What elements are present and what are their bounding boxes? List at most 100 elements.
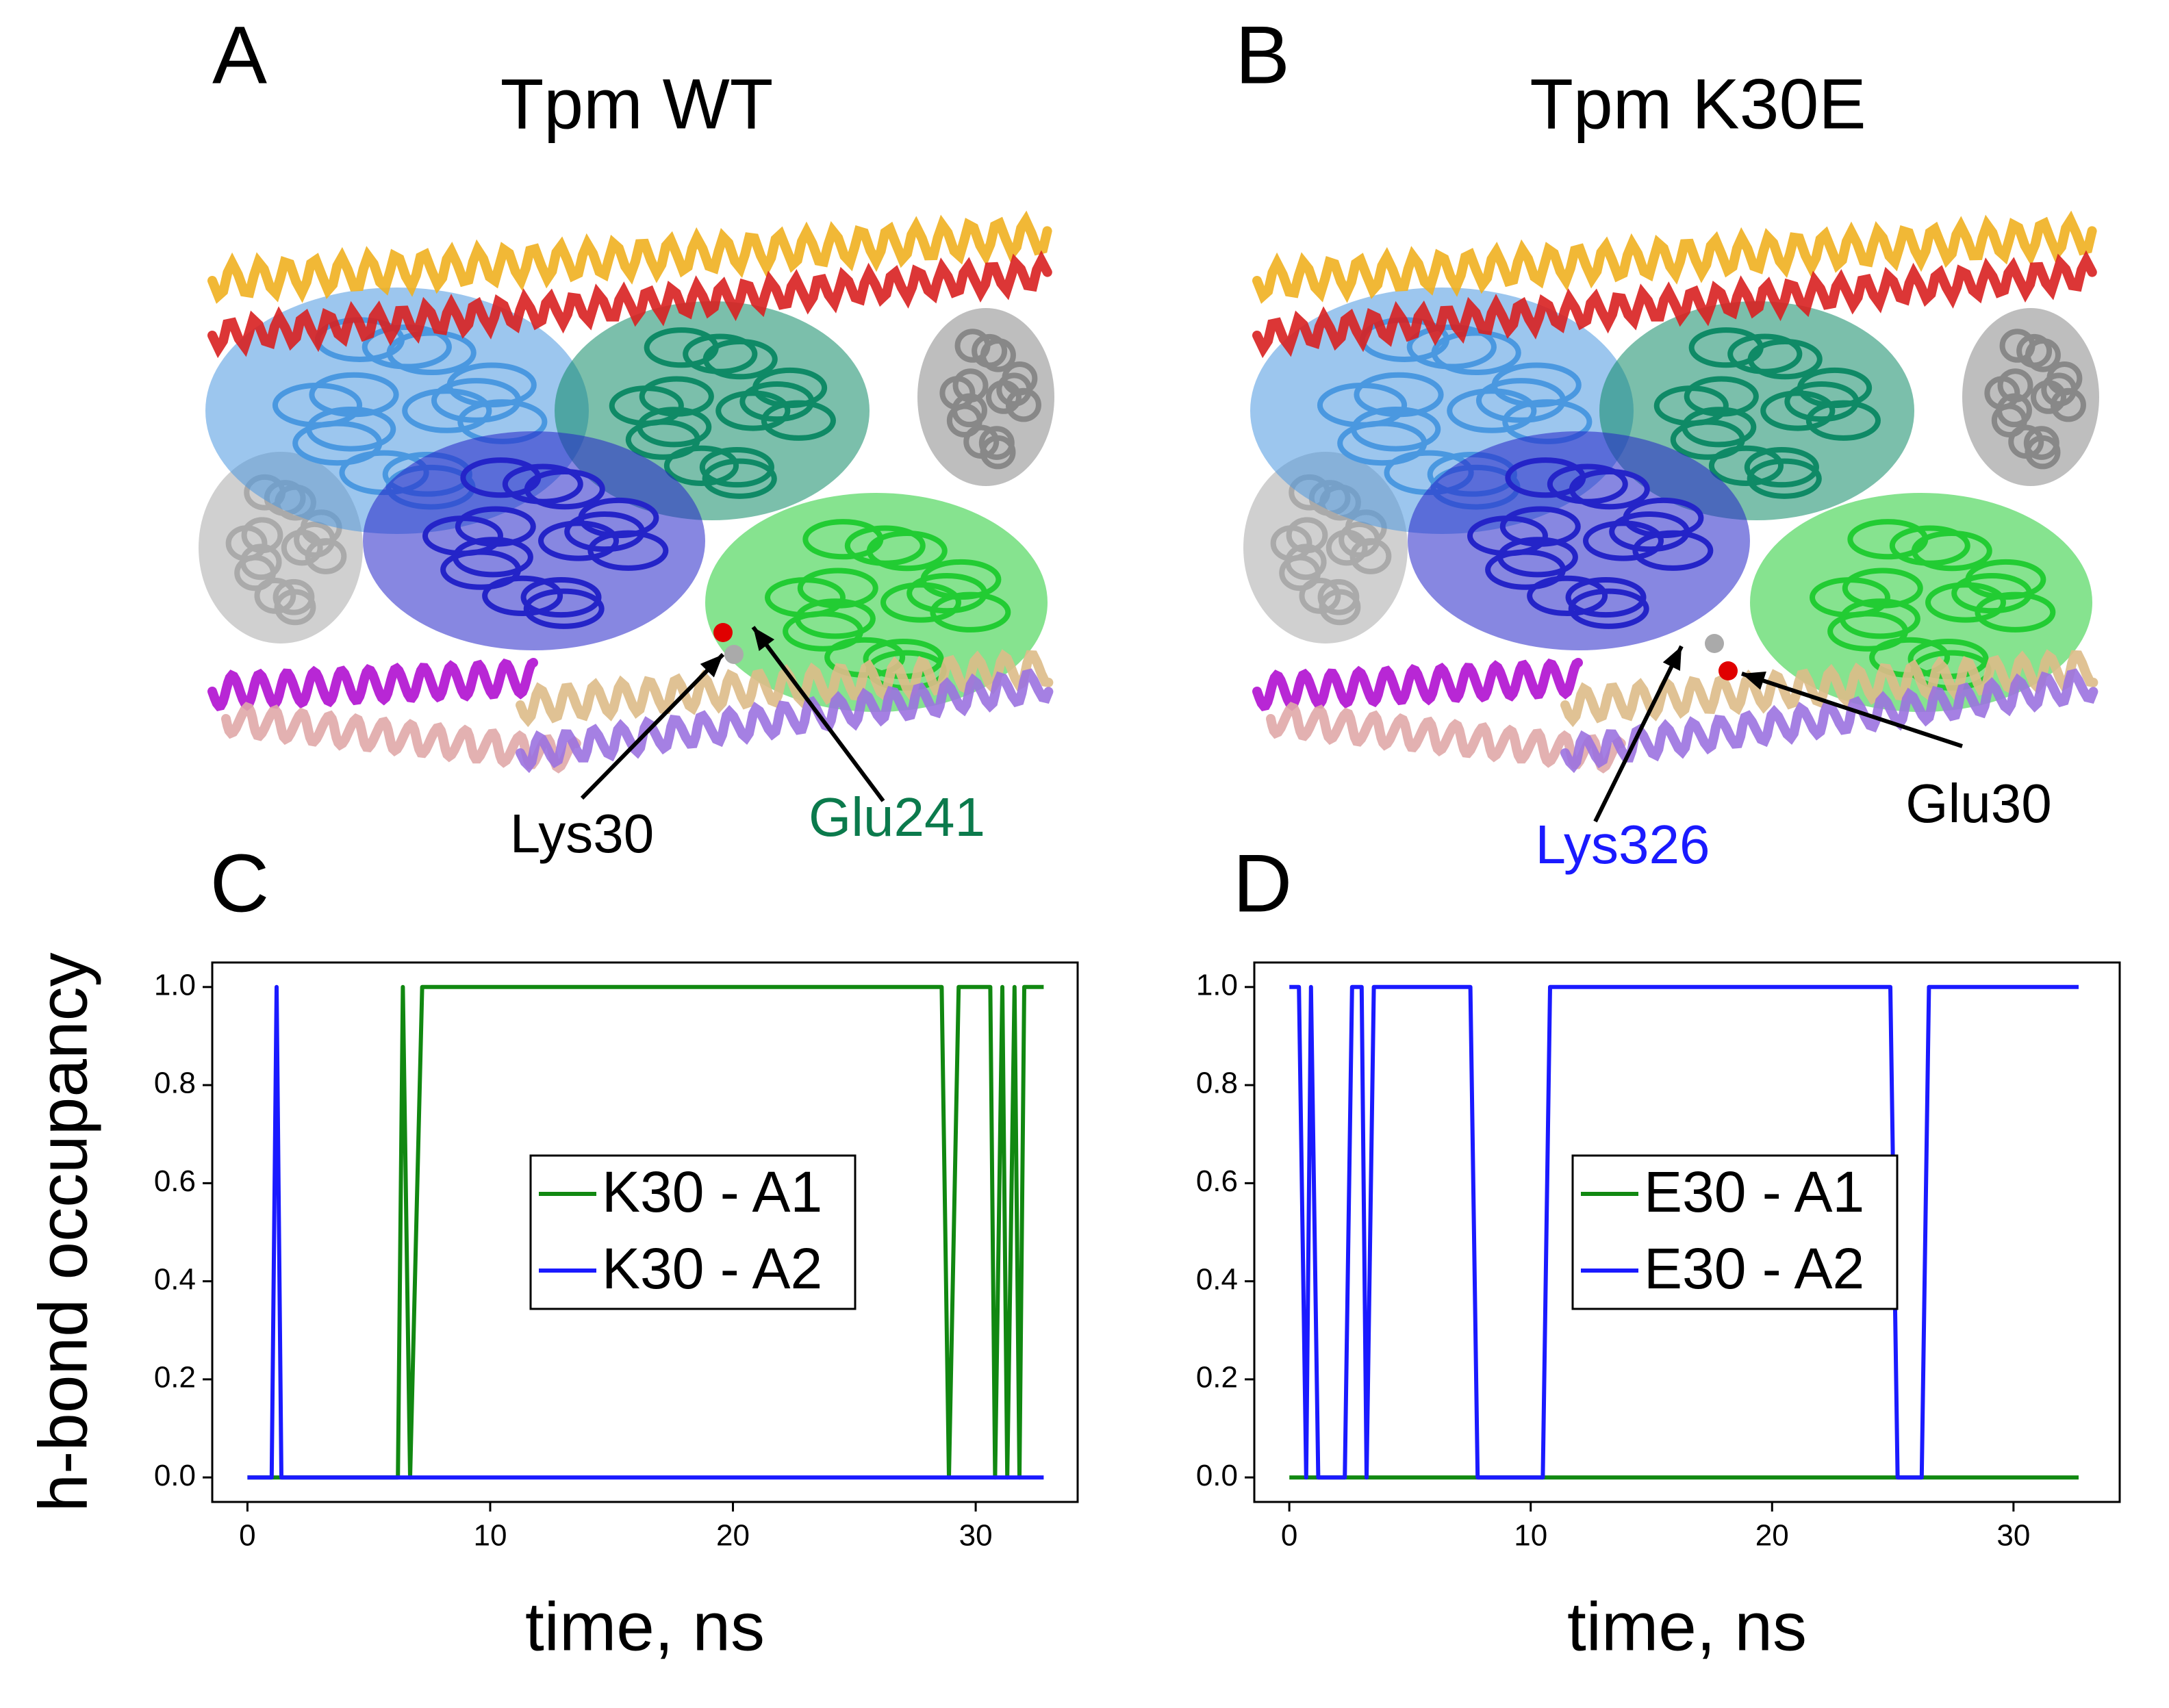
helix [1560, 649, 2098, 728]
protein-coil [2025, 435, 2061, 470]
protein-coil [1997, 368, 2033, 403]
protein-coil [637, 407, 712, 448]
y-tick-label: 0.8 [1196, 1067, 1238, 1100]
panel-label: D [1233, 838, 1293, 930]
y-tick-label: 0.6 [1196, 1164, 1238, 1198]
arrow-head [700, 654, 723, 678]
protein-coil [1708, 445, 1784, 486]
helix [516, 649, 1054, 728]
arrow [751, 626, 885, 802]
legend-box [1571, 1154, 1899, 1310]
panel-label: A [212, 10, 267, 101]
y-tick-label: 0.4 [1196, 1262, 1238, 1296]
helix [516, 668, 1054, 774]
protein-coil [386, 330, 477, 376]
protein-coil [702, 458, 777, 499]
protein-coil [980, 435, 1016, 470]
protein-coil [951, 393, 987, 428]
x-tick-label: 0 [239, 1519, 255, 1553]
helix [1252, 250, 2097, 359]
protein-coil [1911, 531, 1992, 572]
helix [207, 250, 1052, 359]
protein-coil [1351, 406, 1441, 452]
panel-label: C [210, 838, 270, 930]
arrow-head [1742, 672, 1766, 690]
x-tick-label: 0 [1281, 1519, 1297, 1553]
x-axis-label: time, ns [1567, 1588, 1807, 1665]
protein-blob [363, 431, 705, 650]
protein-coil [715, 390, 791, 431]
protein-blob [1408, 431, 1750, 650]
series-line [1289, 984, 2079, 1480]
protein-coil [1319, 589, 1361, 626]
panel-title: Tpm K30E [1530, 64, 1866, 144]
x-tick-label: 20 [716, 1519, 750, 1553]
panel-title: Tpm WT [500, 64, 774, 144]
protein-coil [880, 582, 961, 623]
residue-label: Glu30 [1905, 773, 2051, 834]
atom [713, 623, 733, 642]
residue-label: Lys30 [510, 803, 655, 864]
protein-coil [402, 388, 492, 433]
protein-blob [1750, 493, 2092, 712]
protein-coil [996, 372, 1032, 407]
protein-coil [1339, 521, 1380, 558]
arrow [580, 652, 725, 800]
protein-coil [663, 445, 739, 486]
protein-coil [1527, 575, 1608, 616]
series-line [247, 984, 1044, 1480]
protein-coil [1684, 376, 1759, 417]
helix [207, 210, 1052, 304]
protein-coil [482, 575, 563, 616]
protein-coil [952, 368, 989, 403]
protein-coil [309, 372, 399, 418]
protein-coil [564, 511, 646, 552]
y-tick-label: 0.6 [154, 1164, 196, 1198]
atom [1718, 661, 1738, 680]
helix [207, 658, 538, 711]
protein-coil [1569, 469, 1650, 510]
protein-coil [1568, 588, 1649, 629]
helix [1252, 210, 2097, 304]
y-axis-label: h-bond occupancy [25, 952, 101, 1512]
y-tick-label: 0.4 [154, 1262, 196, 1296]
protein-coil [739, 381, 815, 422]
protein-coil [1609, 511, 1690, 552]
protein-coil [2041, 372, 2077, 407]
protein-coil [1447, 388, 1537, 433]
x-tick-label: 30 [1996, 1519, 2030, 1553]
protein-coil [306, 406, 396, 452]
protein-coil [294, 521, 335, 558]
x-tick-label: 10 [473, 1519, 507, 1553]
protein-coil [241, 517, 283, 554]
protein-coil [452, 537, 533, 578]
protein-coil [1760, 390, 1836, 431]
protein-coil [639, 376, 714, 417]
protein-coil [1497, 537, 1578, 578]
protein-coil [1951, 573, 2033, 614]
protein-coil [702, 339, 778, 380]
protein-coil [1431, 330, 1521, 376]
helix [221, 702, 581, 774]
protein-coil [1839, 598, 1920, 639]
y-tick-label: 0.8 [154, 1067, 196, 1100]
x-axis-label: time, ns [525, 1588, 765, 1665]
protein-coil [1565, 576, 1647, 618]
protein-coil [866, 531, 948, 572]
legend-box [529, 1154, 857, 1310]
protein-coil [431, 378, 522, 423]
protein-coil [523, 588, 605, 629]
panel-label: B [1235, 10, 1290, 101]
protein-coil [1499, 506, 1581, 547]
series-line [247, 984, 1044, 1480]
x-tick-label: 20 [1755, 1519, 1789, 1553]
protein-coil [1284, 544, 1327, 581]
protein-coil [797, 568, 878, 609]
plot-frame [1253, 961, 2121, 1503]
legend-label: K30 - A1 [602, 1160, 822, 1224]
legend-label: E30 - A2 [1644, 1236, 1864, 1301]
residue-label: Lys326 [1536, 814, 1710, 875]
protein-coil [1286, 517, 1328, 554]
helix [1266, 702, 1626, 774]
